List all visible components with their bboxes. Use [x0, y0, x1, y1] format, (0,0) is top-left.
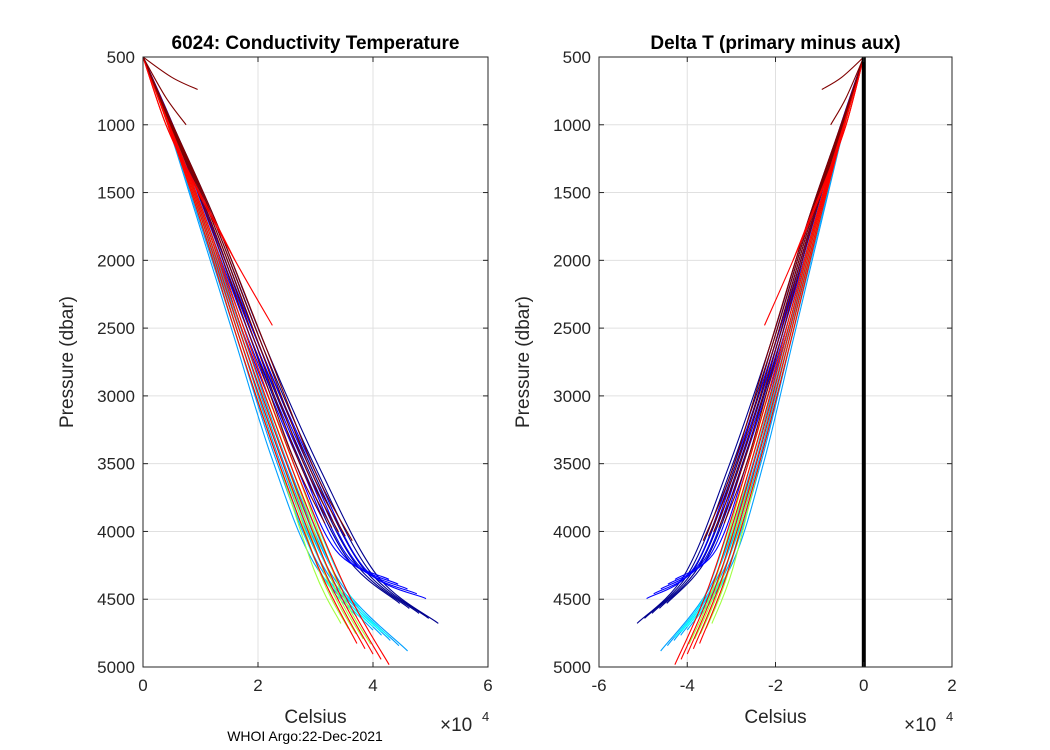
x-tick-label: -6	[591, 676, 606, 695]
profile-line	[763, 57, 865, 326]
profile-line	[821, 57, 865, 90]
profile-line	[830, 57, 865, 126]
series-dark-red-short-1	[830, 57, 865, 126]
y-tick-label: 3000	[553, 387, 591, 406]
footer-caption: WHOI Argo:22-Dec-2021	[227, 728, 383, 744]
x-tick-label: 2	[947, 676, 956, 695]
delta-t-panel: -6 -4 -2 0 250010001500200025003000350040004…	[513, 33, 957, 736]
series-dark-red-profile-long	[143, 57, 353, 541]
y-tick-label: 2500	[553, 319, 591, 338]
x-tick-label: -2	[768, 676, 783, 695]
x-tick-label: 2	[253, 676, 262, 695]
x-exponent-power: 4	[946, 709, 953, 724]
y-tick-label: 4000	[97, 522, 135, 541]
x-exponent-power: 4	[482, 709, 489, 724]
profile-line	[143, 57, 273, 326]
series-red-profiles	[143, 57, 390, 665]
profile-line	[674, 57, 865, 665]
x-exponent-label: ×10	[440, 715, 472, 736]
series-red-shallow-2	[143, 57, 273, 326]
x-exponent-label: ×10	[904, 715, 936, 736]
series-dark-red-short-2	[821, 57, 865, 90]
profile-lines	[636, 57, 866, 667]
x-tick-label: 0	[138, 676, 147, 695]
y-tick-label: 5000	[553, 658, 591, 677]
y-tick-label: 4000	[553, 522, 591, 541]
y-tick-label: 1500	[553, 184, 591, 203]
axes-box	[142, 56, 489, 668]
y-tick-label: 2000	[553, 251, 591, 270]
y-tick-label: 3500	[553, 455, 591, 474]
y-tick-label: 3500	[97, 455, 135, 474]
series-red-profiles	[674, 57, 865, 665]
y-tick-label: 5000	[97, 658, 135, 677]
profile-line	[143, 57, 333, 528]
plot-area	[143, 57, 488, 667]
series-dark-red-profile-long	[702, 57, 865, 541]
x-tick-label: 6	[483, 676, 492, 695]
x-tick-label: -4	[680, 676, 695, 695]
series-dark-red-short-1	[143, 57, 187, 126]
series-dark-red-short-2	[143, 57, 198, 90]
profile-line	[702, 57, 865, 541]
y-tick-label: 4500	[553, 590, 591, 609]
profile-line	[143, 57, 187, 126]
profile-line	[143, 57, 198, 90]
conductivity-temperature-panel: 0 2 4 6 500 1000 1500 2000 2500 3000 3500 4000 4500 5…	[57, 33, 493, 736]
y-tick-label: 1500	[97, 184, 135, 203]
y-tick-label: 1000	[97, 116, 135, 135]
series-red-shallow-2	[763, 57, 865, 326]
x-tick-label: 0	[859, 676, 868, 695]
x-axis-label: Celsius	[744, 707, 806, 728]
y-tick-label: 2500	[97, 319, 135, 338]
y-axis-label: Pressure (dbar)	[513, 296, 534, 428]
y-axis-label: Pressure (dbar)	[57, 296, 78, 428]
profile-line	[143, 57, 353, 541]
y-tick-label: 1000	[553, 116, 591, 135]
y-tick-label: 4500	[97, 590, 135, 609]
chart-title: 6024: Conductivity Temperature	[172, 33, 460, 54]
y-tick-label: 500	[563, 48, 591, 67]
x-axis-label: Celsius	[284, 707, 346, 728]
chart-title: Delta T (primary minus aux)	[650, 33, 900, 54]
profile-line	[143, 57, 390, 665]
y-tick-label: 3000	[97, 387, 135, 406]
x-tick-label: 4	[368, 676, 377, 695]
y-tick-label: 2000	[97, 251, 135, 270]
profile-lines	[143, 57, 439, 665]
y-tick-label: 500	[107, 48, 135, 67]
